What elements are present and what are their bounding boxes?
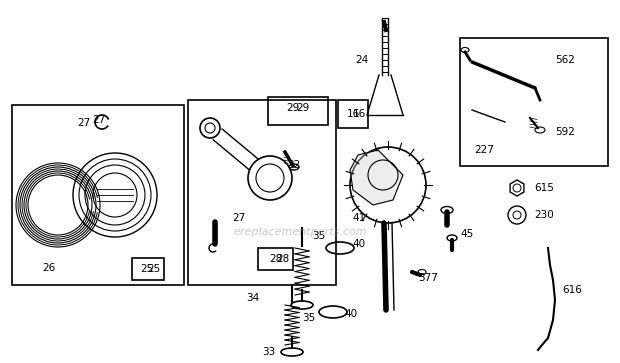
Text: 615: 615 <box>534 183 554 193</box>
Text: 562: 562 <box>555 55 575 65</box>
Bar <box>460 38 608 166</box>
Bar <box>12 105 184 285</box>
Text: 16: 16 <box>347 109 360 119</box>
Text: 592: 592 <box>555 127 575 137</box>
Text: 377: 377 <box>418 273 438 283</box>
Bar <box>188 100 336 285</box>
Bar <box>132 258 164 280</box>
Text: 25: 25 <box>140 264 154 274</box>
Text: 27: 27 <box>77 118 90 128</box>
Text: ereplacementparts.com: ereplacementparts.com <box>233 227 367 237</box>
Text: 616: 616 <box>562 285 582 295</box>
Text: 28: 28 <box>269 254 283 264</box>
Text: 26: 26 <box>42 263 55 273</box>
Bar <box>268 97 328 125</box>
Text: 34: 34 <box>246 293 259 303</box>
Text: 27: 27 <box>232 213 246 223</box>
Text: 25: 25 <box>147 264 160 274</box>
Text: 35: 35 <box>302 313 315 323</box>
Text: 32: 32 <box>287 160 300 170</box>
Text: 29: 29 <box>286 103 299 113</box>
Text: 227: 227 <box>474 145 494 155</box>
Text: 29: 29 <box>296 103 309 113</box>
Polygon shape <box>350 150 403 205</box>
Text: 24: 24 <box>355 55 368 65</box>
Text: 27: 27 <box>92 115 105 125</box>
Text: 45: 45 <box>460 229 473 239</box>
Text: 35: 35 <box>312 231 326 241</box>
Text: 41: 41 <box>352 213 365 223</box>
Text: 33: 33 <box>262 347 275 357</box>
Bar <box>338 100 368 128</box>
Text: 230: 230 <box>534 210 554 220</box>
Text: 40: 40 <box>344 309 357 319</box>
Text: 40: 40 <box>352 239 365 249</box>
Text: 28: 28 <box>276 254 290 264</box>
Text: 16: 16 <box>353 109 366 119</box>
Bar <box>258 248 293 270</box>
